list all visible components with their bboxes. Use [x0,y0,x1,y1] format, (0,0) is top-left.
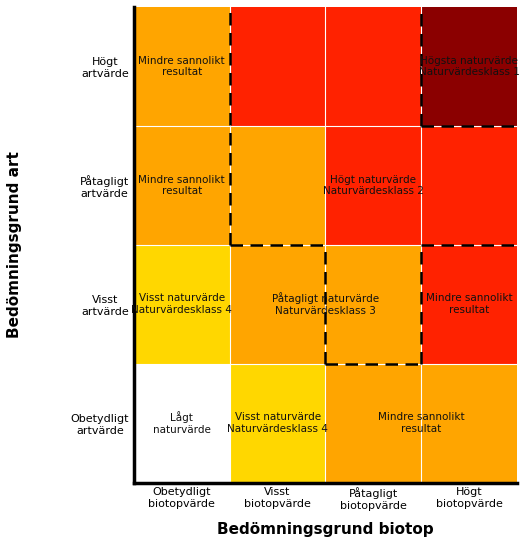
Bar [230,7,325,126]
Text: Högt naturvärde
Naturvärdesklass 2: Högt naturvärde Naturvärdesklass 2 [323,175,424,196]
Bar [134,126,230,245]
Bar [421,126,517,245]
Bar [134,7,230,126]
Bar [325,245,421,364]
Bar [325,364,421,483]
Y-axis label: Bedömningsgrund art: Bedömningsgrund art [7,151,22,338]
X-axis label: Bedömningsgrund biotop: Bedömningsgrund biotop [217,522,434,537]
Text: Mindre sannolikt
resultat: Mindre sannolikt resultat [378,412,465,434]
Bar [325,126,421,245]
Text: Visst naturvärde
Naturvärdesklass 4: Visst naturvärde Naturvärdesklass 4 [227,412,328,434]
Bar [134,245,230,364]
Text: Mindre sannolikt
resultat: Mindre sannolikt resultat [138,55,225,77]
Text: Lågt
naturvärde: Lågt naturvärde [153,411,211,435]
Text: Påtagligt naturvärde
Naturvärdesklass 3: Påtagligt naturvärde Naturvärdesklass 3 [272,293,379,316]
Bar [230,126,325,245]
Bar [134,364,230,483]
Text: Mindre sannolikt
resultat: Mindre sannolikt resultat [138,175,225,196]
Bar [421,7,517,126]
Bar [421,245,517,364]
Text: Mindre sannolikt
resultat: Mindre sannolikt resultat [426,293,512,315]
Bar [230,364,325,483]
Bar [230,245,325,364]
Bar [325,7,421,126]
Bar [421,364,517,483]
Text: Högsta naturvärde
Naturvärdesklass 1: Högsta naturvärde Naturvärdesklass 1 [419,55,520,77]
Text: Visst naturvärde
Naturvärdesklass 4: Visst naturvärde Naturvärdesklass 4 [132,293,232,315]
